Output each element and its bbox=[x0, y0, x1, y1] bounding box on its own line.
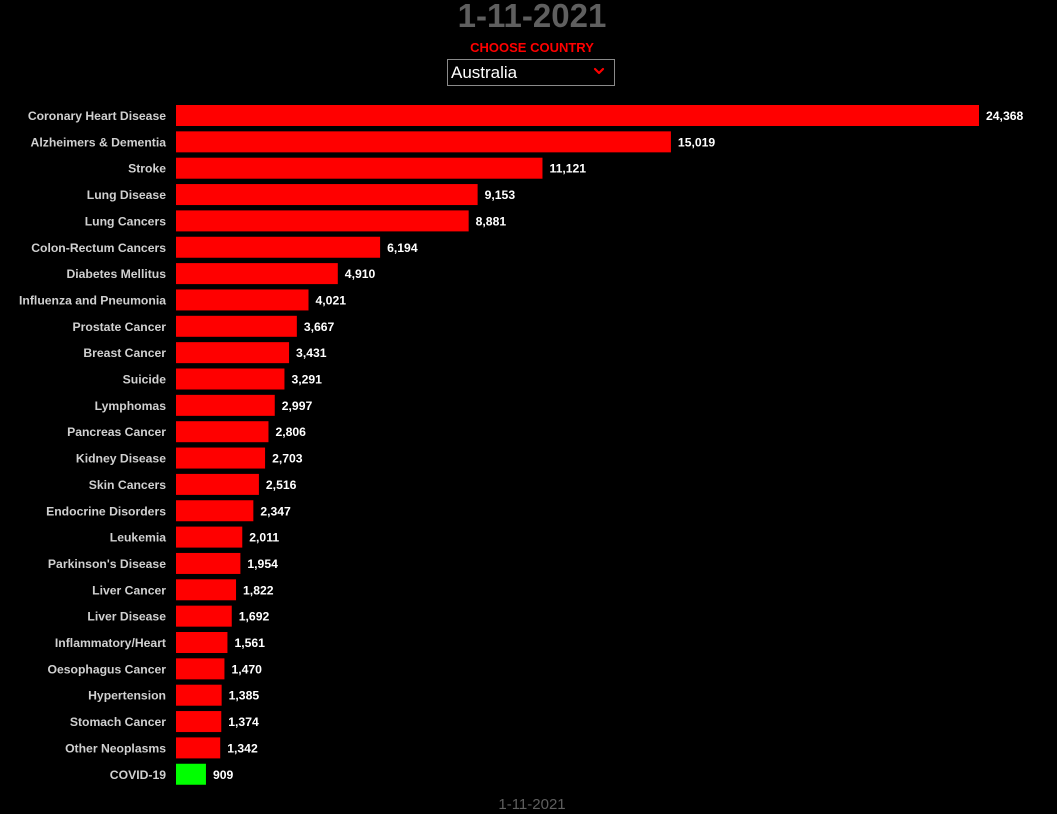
bar-value-label: 2,703 bbox=[272, 452, 303, 466]
bar[interactable] bbox=[176, 131, 671, 153]
chevron-down-icon bbox=[592, 64, 606, 78]
category-label: Suicide bbox=[123, 373, 167, 387]
bar-value-label: 1,342 bbox=[227, 741, 258, 755]
bar-value-label: 2,347 bbox=[260, 504, 291, 518]
bar-value-label: 11,121 bbox=[549, 162, 586, 176]
category-label: Prostate Cancer bbox=[73, 320, 167, 334]
bar-value-label: 1,385 bbox=[229, 689, 260, 703]
category-label: Diabetes Mellitus bbox=[66, 267, 166, 281]
category-label: Colon-Rectum Cancers bbox=[31, 241, 166, 255]
choose-country-label: CHOOSE COUNTRY bbox=[470, 40, 594, 55]
category-label: Alzheimers & Dementia bbox=[31, 135, 167, 149]
bar-value-label: 1,692 bbox=[239, 610, 270, 624]
bar[interactable] bbox=[176, 579, 237, 601]
bar-value-label: 4,021 bbox=[316, 293, 347, 307]
country-dropdown[interactable]: Australia bbox=[447, 59, 615, 86]
bar-value-label: 2,516 bbox=[266, 478, 297, 492]
country-dropdown-value: Australia bbox=[451, 63, 518, 82]
category-label: Hypertension bbox=[88, 689, 166, 703]
bar-value-label: 9,153 bbox=[485, 188, 516, 202]
bar[interactable] bbox=[176, 236, 381, 258]
bar-highlight[interactable] bbox=[176, 763, 206, 785]
bar-value-label: 15,019 bbox=[678, 135, 715, 149]
bar-value-label: 1,954 bbox=[247, 557, 278, 571]
bar[interactable] bbox=[176, 157, 543, 179]
category-label: Breast Cancer bbox=[83, 346, 166, 360]
bar-value-label: 1,374 bbox=[228, 715, 259, 729]
bar[interactable] bbox=[176, 184, 478, 206]
bar[interactable] bbox=[176, 394, 275, 416]
bar-value-label: 3,291 bbox=[291, 373, 322, 387]
category-label: Liver Cancer bbox=[92, 583, 166, 597]
bar[interactable] bbox=[176, 526, 243, 548]
bar-value-label: 6,194 bbox=[387, 241, 418, 255]
bar-value-label: 3,667 bbox=[304, 320, 335, 334]
category-label: Oesophagus Cancer bbox=[47, 662, 166, 676]
category-label: Pancreas Cancer bbox=[67, 425, 166, 439]
category-label: Stroke bbox=[128, 162, 166, 176]
category-label: Other Neoplasms bbox=[65, 741, 166, 755]
bar[interactable] bbox=[176, 421, 269, 443]
bar-value-label: 2,011 bbox=[249, 531, 279, 545]
category-label: COVID-19 bbox=[110, 768, 166, 782]
bar-value-label: 8,881 bbox=[476, 214, 507, 228]
bar[interactable] bbox=[176, 605, 232, 627]
category-label: Endocrine Disorders bbox=[46, 504, 166, 518]
bar-value-label: 3,431 bbox=[296, 346, 327, 360]
bar[interactable] bbox=[176, 552, 241, 574]
bar[interactable] bbox=[176, 658, 225, 680]
bar[interactable] bbox=[176, 105, 979, 126]
category-label: Lung Disease bbox=[87, 188, 166, 202]
bar[interactable] bbox=[176, 632, 228, 653]
bar-value-label: 909 bbox=[213, 768, 234, 782]
bar[interactable] bbox=[176, 315, 297, 337]
bar[interactable] bbox=[176, 473, 259, 495]
bar-value-label: 1,561 bbox=[234, 636, 265, 650]
category-label: Coronary Heart Disease bbox=[28, 109, 166, 123]
category-label: Skin Cancers bbox=[89, 478, 166, 492]
category-label: Leukemia bbox=[110, 531, 166, 545]
bar[interactable] bbox=[176, 368, 285, 390]
bar[interactable] bbox=[176, 684, 222, 706]
bar-value-label: 1,470 bbox=[231, 662, 262, 676]
bar-value-label: 2,997 bbox=[282, 399, 313, 413]
bar[interactable] bbox=[176, 500, 254, 522]
bar[interactable] bbox=[176, 447, 266, 469]
date-title: 1-11-2021 bbox=[457, 0, 607, 34]
bar[interactable] bbox=[176, 263, 338, 285]
bar[interactable] bbox=[176, 737, 221, 759]
category-label: Lung Cancers bbox=[85, 214, 166, 228]
bar[interactable] bbox=[176, 289, 309, 311]
bar-value-label: 2,806 bbox=[275, 425, 306, 439]
category-label: Influenza and Pneumonia bbox=[19, 293, 166, 307]
category-label: Kidney Disease bbox=[76, 452, 166, 466]
category-label: Stomach Cancer bbox=[70, 715, 166, 729]
bar-value-label: 1,822 bbox=[243, 583, 274, 597]
bar[interactable] bbox=[176, 342, 290, 364]
category-label: Parkinson's Disease bbox=[48, 557, 166, 571]
bar-value-label: 4,910 bbox=[345, 267, 376, 281]
bar[interactable] bbox=[176, 711, 222, 733]
bottom-date-label: 1-11-2021 bbox=[498, 796, 566, 813]
category-label: Liver Disease bbox=[87, 610, 166, 624]
category-label: Inflammatory/Heart bbox=[55, 636, 166, 650]
category-label: Lymphomas bbox=[95, 399, 167, 413]
bar-value-label: 24,368 bbox=[986, 109, 1023, 123]
bar[interactable] bbox=[176, 210, 469, 232]
